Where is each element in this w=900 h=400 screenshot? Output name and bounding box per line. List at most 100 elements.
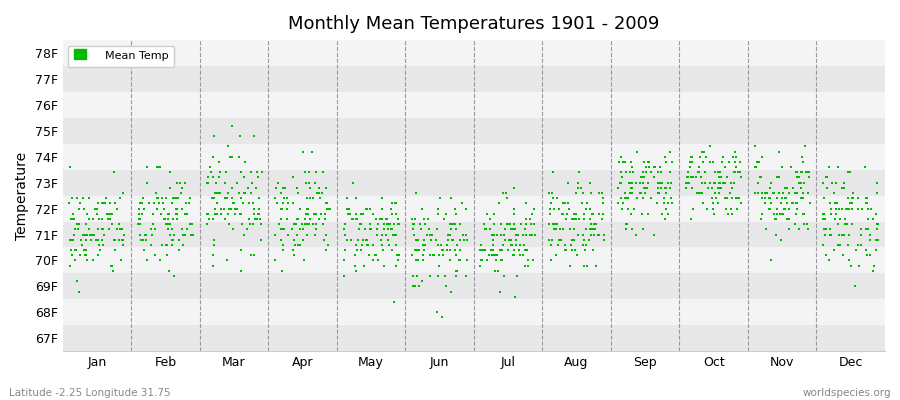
Point	[177, 231, 192, 238]
Point	[655, 180, 670, 186]
Point	[374, 216, 389, 222]
Point	[63, 247, 77, 253]
Point	[646, 164, 661, 170]
Point	[505, 242, 519, 248]
Point	[706, 200, 720, 207]
Point	[695, 148, 709, 155]
Point	[791, 174, 806, 181]
Point	[286, 247, 301, 253]
Point	[623, 190, 637, 196]
Point	[457, 236, 472, 243]
Point	[692, 169, 706, 176]
Point	[694, 174, 708, 181]
Point	[618, 169, 633, 176]
Point	[409, 236, 423, 243]
Point	[210, 210, 224, 217]
Point	[434, 242, 448, 248]
Point	[274, 205, 289, 212]
Point	[346, 216, 360, 222]
Point	[136, 236, 150, 243]
Point	[773, 210, 788, 217]
Point	[571, 231, 585, 238]
Point	[584, 231, 598, 238]
Point	[312, 185, 327, 191]
Point	[801, 169, 815, 176]
Point	[380, 216, 394, 222]
Point	[217, 205, 231, 212]
Point	[548, 226, 562, 232]
Point	[423, 273, 437, 279]
Point	[763, 205, 778, 212]
Point	[475, 257, 490, 264]
Point	[249, 169, 264, 176]
Point	[377, 226, 392, 232]
Point	[728, 159, 742, 165]
Point	[662, 148, 677, 155]
Point	[169, 210, 184, 217]
Point	[513, 252, 527, 258]
Point	[498, 236, 512, 243]
Point	[218, 195, 232, 202]
Point	[172, 236, 186, 243]
Point	[859, 195, 873, 202]
Point	[117, 231, 131, 238]
Point	[300, 231, 314, 238]
Point	[633, 180, 647, 186]
Point	[663, 169, 678, 176]
Point	[416, 242, 430, 248]
Point	[492, 247, 507, 253]
Point	[176, 242, 190, 248]
Point	[767, 190, 781, 196]
Point	[635, 195, 650, 202]
Point	[486, 252, 500, 258]
Point	[284, 226, 299, 232]
Point	[406, 221, 420, 227]
Point	[846, 195, 860, 202]
Point	[316, 221, 330, 227]
Point	[500, 247, 515, 253]
Point	[178, 180, 193, 186]
Point	[228, 205, 242, 212]
Point	[661, 210, 675, 217]
Point	[104, 210, 119, 217]
Point	[576, 231, 590, 238]
Point	[319, 200, 333, 207]
Point	[416, 252, 430, 258]
Point	[774, 195, 788, 202]
Point	[254, 236, 268, 243]
Bar	[62, 325, 885, 351]
Point	[320, 205, 334, 212]
Point	[405, 216, 419, 222]
Y-axis label: Temperature: Temperature	[15, 152, 29, 240]
Point	[748, 143, 762, 150]
Point	[113, 257, 128, 264]
Point	[214, 205, 229, 212]
Point	[659, 159, 673, 165]
Point	[647, 174, 662, 181]
Point	[90, 205, 104, 212]
Point	[302, 221, 317, 227]
Point	[449, 210, 464, 217]
Point	[725, 195, 740, 202]
Point	[772, 190, 787, 196]
Point	[459, 205, 473, 212]
Point	[614, 180, 628, 186]
Point	[708, 195, 723, 202]
Point	[516, 231, 530, 238]
Point	[703, 159, 717, 165]
Point	[220, 195, 234, 202]
Point	[338, 231, 353, 238]
Point	[733, 169, 747, 176]
Point	[275, 205, 290, 212]
Point	[786, 185, 800, 191]
Point	[238, 159, 252, 165]
Point	[843, 169, 858, 176]
Point	[349, 210, 364, 217]
Point	[628, 231, 643, 238]
Point	[348, 262, 363, 269]
Point	[80, 257, 94, 264]
Point	[797, 221, 812, 227]
Point	[621, 205, 635, 212]
Point	[200, 221, 214, 227]
Point	[696, 180, 710, 186]
